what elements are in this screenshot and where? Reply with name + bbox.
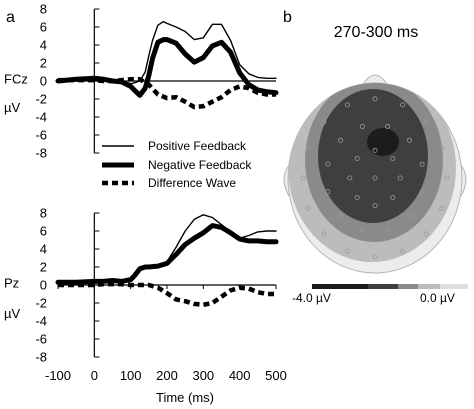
- x-axis-title: Time (ms): [156, 390, 214, 405]
- y-axis-unit: µV: [4, 100, 20, 115]
- colorbar-max-label: 0.0 µV: [420, 291, 455, 305]
- legend-label-difference: Difference Wave: [148, 176, 236, 190]
- colorbar: [312, 284, 468, 289]
- y-axis-unit: µV: [4, 306, 20, 321]
- electrode-marker: [400, 102, 406, 108]
- topomap-contour-dark: [318, 89, 428, 223]
- series-negative-feedback: [55, 223, 279, 285]
- y-tick-label: 6: [40, 224, 47, 239]
- electrode-marker: [444, 175, 450, 181]
- electrode-marker: [305, 205, 311, 211]
- y-tick-label: -4: [35, 110, 47, 125]
- electrode-marker: [390, 155, 396, 161]
- electrode-marker: [321, 231, 327, 237]
- colorbar-segment: [368, 284, 398, 289]
- electrode-marker: [325, 161, 331, 167]
- erp-plot-pz: 8 6 4 2 0 -2 -4 -6 -8 -100 0 100 200 300 400 500 Pz µV: [4, 206, 287, 384]
- colorbar-segment: [418, 284, 440, 289]
- electrode-marker: [372, 147, 378, 153]
- y-tick-label: -2: [35, 296, 47, 311]
- electrode-marker: [423, 231, 429, 237]
- legend-label-negative: Negative Feedback: [148, 158, 252, 172]
- channel-label: Pz: [4, 276, 19, 291]
- y-tick-label: 8: [40, 2, 47, 17]
- electrode-marker: [359, 226, 365, 232]
- scalp-topomap: [283, 74, 467, 274]
- electrode-marker: [372, 254, 378, 260]
- x-tick-label: 0: [91, 368, 98, 383]
- electrode-marker: [439, 145, 445, 151]
- electrode-marker: [337, 213, 343, 219]
- electrode-marker: [372, 175, 378, 181]
- colorbar-segment: [398, 284, 418, 289]
- y-tick-label: 6: [40, 20, 47, 35]
- electrode-marker: [400, 248, 406, 254]
- panel-label-b: b: [283, 9, 292, 26]
- x-tick-label: -100: [45, 368, 71, 383]
- electrode-marker: [385, 124, 391, 130]
- series-negative-feedback: [55, 37, 279, 98]
- electrode-marker: [372, 96, 378, 102]
- y-tick-label: -8: [35, 350, 47, 365]
- electrode-marker: [344, 248, 350, 254]
- y-tick-label: -8: [35, 146, 47, 161]
- electrode-marker: [390, 194, 396, 200]
- x-tick-label: 400: [229, 368, 251, 383]
- electrode-marker: [385, 226, 391, 232]
- electrode-marker: [372, 203, 378, 209]
- electrode-marker: [321, 119, 327, 125]
- legend-label-positive: Positive Feedback: [148, 139, 247, 153]
- legend: Positive Feedback Negative Feedback Diff…: [102, 139, 252, 190]
- y-tick-label: -2: [35, 92, 47, 107]
- electrode-marker: [419, 189, 425, 195]
- electrode-marker: [406, 137, 412, 143]
- x-tick-label: 300: [192, 368, 214, 383]
- colorbar-segment: [440, 284, 468, 289]
- panel-label-a: a: [6, 9, 15, 26]
- electrode-sites: [300, 96, 450, 260]
- electrode-marker: [423, 119, 429, 125]
- y-tick-label: 8: [40, 206, 47, 221]
- electrode-marker: [439, 205, 445, 211]
- series-difference-wave: [58, 76, 276, 110]
- electrode-marker: [325, 189, 331, 195]
- y-tick-label: -4: [35, 314, 47, 329]
- electrode-marker: [347, 175, 353, 181]
- y-tick-label: 2: [40, 56, 47, 71]
- y-tick-label: 0: [40, 278, 47, 293]
- electrode-marker: [397, 175, 403, 181]
- erp-plot-fcz: 8 6 4 2 0 -2 -4 -6 -8 FCz µV: [4, 2, 279, 161]
- electrode-marker: [359, 124, 365, 130]
- electrode-marker: [300, 175, 306, 181]
- colorbar-min-label: -4.0 µV: [292, 291, 331, 305]
- x-tick-label: 500: [265, 368, 287, 383]
- topomap-contour-darkest: [367, 128, 399, 156]
- y-tick-label: 4: [40, 38, 47, 53]
- y-tick-label: -6: [35, 128, 47, 143]
- electrode-marker: [354, 155, 360, 161]
- y-tick-label: 2: [40, 260, 47, 275]
- y-tick-label: -6: [35, 332, 47, 347]
- y-tick-label: 4: [40, 242, 47, 257]
- electrode-marker: [354, 194, 360, 200]
- x-tick-label: 200: [156, 368, 178, 383]
- electrode-marker: [344, 102, 350, 108]
- channel-label: FCz: [4, 72, 28, 87]
- electrode-marker: [337, 137, 343, 143]
- electrode-marker: [305, 145, 311, 151]
- topomap-time-window: 270-300 ms: [334, 24, 419, 41]
- electrode-marker: [419, 161, 425, 167]
- colorbar-segment: [312, 284, 368, 289]
- x-tick-label: 100: [120, 368, 142, 383]
- y-tick-label: 0: [40, 74, 47, 89]
- series-difference-wave: [58, 281, 276, 308]
- series-positive-feedback: [57, 214, 277, 284]
- electrode-marker: [406, 213, 412, 219]
